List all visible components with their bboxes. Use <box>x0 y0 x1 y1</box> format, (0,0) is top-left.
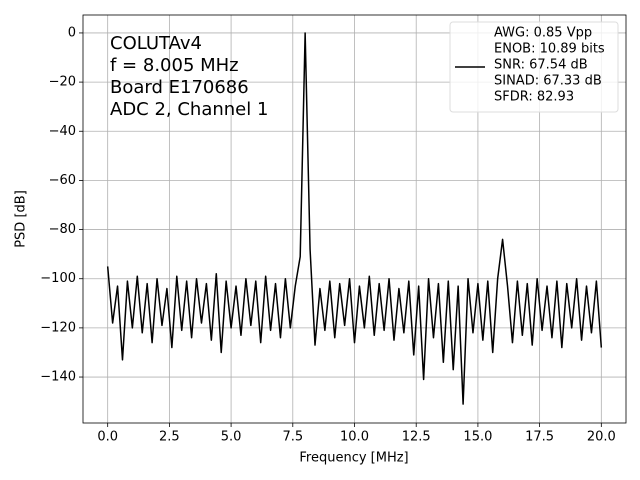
y-tick-label: 0 <box>68 25 76 40</box>
x-tick-label: 17.5 <box>525 430 554 445</box>
y-tick-label: −120 <box>40 320 76 335</box>
x-tick-label: 15.0 <box>463 430 492 445</box>
legend-box <box>449 21 619 113</box>
y-tick-label: −80 <box>49 222 76 237</box>
legend-label: SINAD: 67.33 dB <box>494 74 602 89</box>
y-tick-label: −140 <box>40 370 76 385</box>
x-tick-label: 10.0 <box>340 430 369 445</box>
line-series <box>106 32 603 405</box>
x-axis-label: Frequency [MHz] <box>299 451 408 466</box>
x-tick-label: 20.0 <box>587 430 616 445</box>
annotation: Board E170686 <box>110 77 249 98</box>
annotation: COLUTAv4 <box>110 33 202 54</box>
x-tick-label: 2.5 <box>159 430 180 445</box>
legend-label: SFDR: 82.93 <box>494 90 574 105</box>
x-tick-label: 5.0 <box>221 430 242 445</box>
x-tick-label: 0.0 <box>97 430 118 445</box>
x-tick-label: 7.5 <box>282 430 303 445</box>
y-tick-label: −100 <box>40 271 76 286</box>
legend-label: ENOB: 10.89 bits <box>494 42 605 57</box>
legend-label: SNR: 67.54 dB <box>494 58 588 73</box>
x-tick-label: 12.5 <box>402 430 431 445</box>
y-tick-label: −20 <box>49 75 76 90</box>
legend-label: AWG: 0.85 Vpp <box>494 26 592 41</box>
y-tick-label: −60 <box>49 173 76 188</box>
plot-frame <box>82 14 627 424</box>
y-axis-label: PSD [dB] <box>14 190 29 248</box>
annotation: ADC 2, Channel 1 <box>110 99 268 120</box>
y-tick-label: −40 <box>49 124 76 139</box>
annotation: f = 8.005 MHz <box>110 55 239 76</box>
